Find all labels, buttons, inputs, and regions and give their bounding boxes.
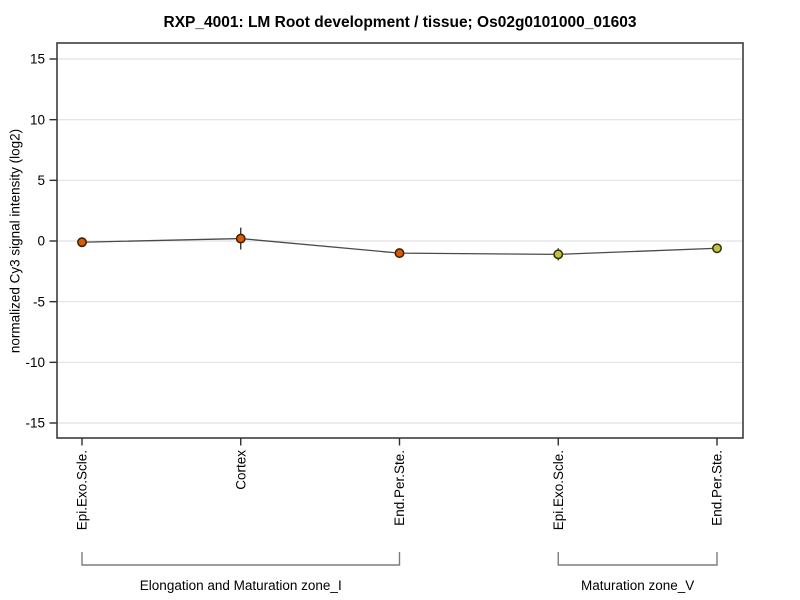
chart-title: RXP_4001: LM Root development / tissue; … [164,14,637,31]
y-tick-label: -5 [33,294,45,309]
x-category-label: End.Per.Ste. [392,450,407,526]
y-axis-title: normalized Cy3 signal intensity (log2) [8,129,23,353]
y-tick-label: 5 [37,173,45,188]
x-category-label: Epi.Exo.Scle. [75,450,90,530]
group-bracket [557,552,718,566]
group-label: Elongation and Maturation zone_I [140,578,342,593]
data-point [712,243,722,254]
group-bracket [81,552,401,566]
data-point [553,249,564,260]
y-tick-label: -15 [25,416,45,431]
y-tick-label: 10 [30,112,45,127]
y-tick-label: 15 [30,52,45,67]
x-category-label: End.Per.Ste. [710,450,725,526]
data-point [235,233,246,244]
y-tick-label: 0 [37,234,45,249]
data-point [394,248,405,259]
x-category-label: Epi.Exo.Scle. [551,450,566,530]
data-point [77,237,87,248]
group-label: Maturation zone_V [581,578,694,593]
y-tick-label: -10 [25,355,45,370]
x-category-label: Cortex [233,450,248,490]
